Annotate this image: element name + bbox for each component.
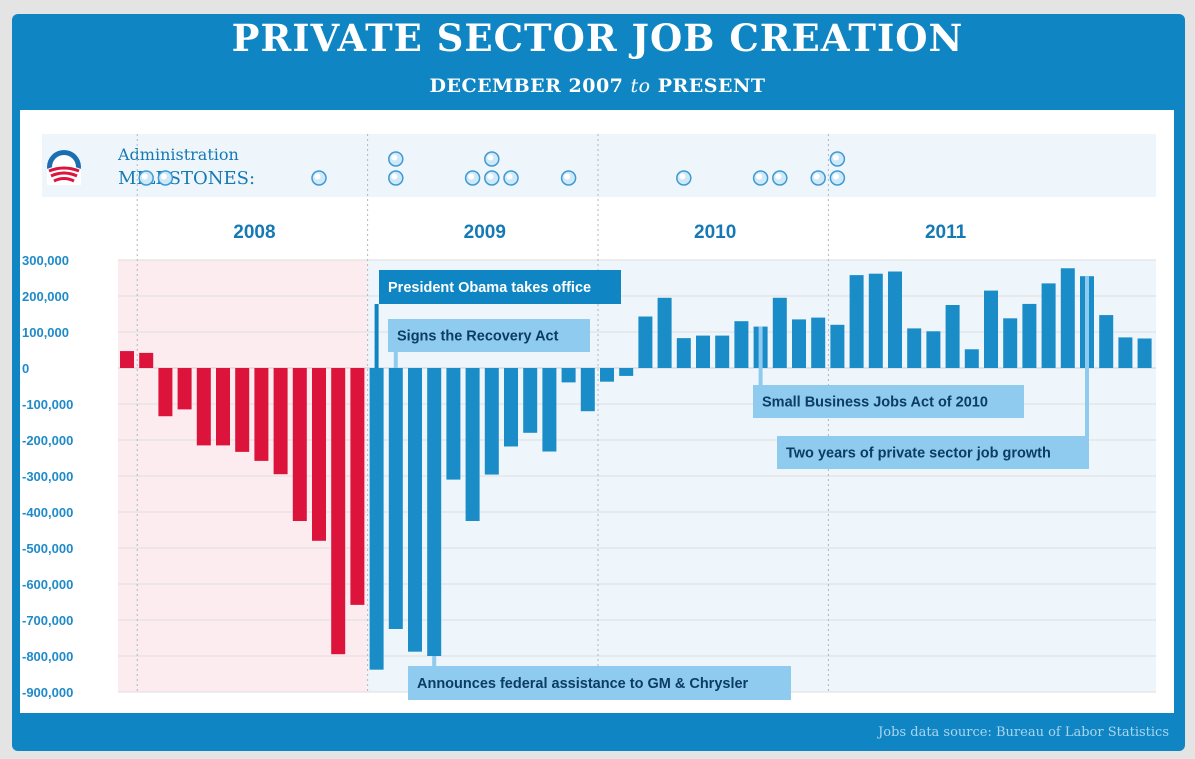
bar-2008-12 xyxy=(350,368,365,605)
bar-2008-01 xyxy=(139,352,154,368)
bar-2009-01 xyxy=(369,368,384,670)
annotation-box xyxy=(379,270,621,304)
bar-2010-10 xyxy=(772,297,787,368)
bar-2008-02 xyxy=(158,368,173,417)
bar-2010-05 xyxy=(676,338,691,368)
subtitle-mid: to xyxy=(630,75,651,97)
bar-2011-03 xyxy=(868,273,883,368)
bar-2010-02 xyxy=(619,368,634,376)
annotation-leader xyxy=(432,656,437,666)
chart-subtitle: DECEMBER 2007 to PRESENT xyxy=(0,75,1195,97)
y-tick-label: 0 xyxy=(22,361,29,376)
bar-chart: AdministrationMILESTONES:300,000200,0001… xyxy=(22,134,1157,700)
y-tick-label: -800,000 xyxy=(22,649,73,664)
bar-2011-12 xyxy=(1041,283,1056,368)
milestones-band xyxy=(42,134,1156,197)
annotation-box xyxy=(753,385,1024,418)
y-tick-label: -600,000 xyxy=(22,577,73,592)
bar-2009-06 xyxy=(465,368,480,521)
annotation-leader xyxy=(374,304,379,368)
bar-2012-04 xyxy=(1118,337,1133,368)
annotation-leader xyxy=(393,352,398,368)
bar-2011-10 xyxy=(1003,318,1018,368)
bar-2010-03 xyxy=(638,316,653,368)
bar-2010-08 xyxy=(734,321,749,368)
bar-2009-04 xyxy=(427,368,442,656)
bar-2010-04 xyxy=(657,297,672,368)
bar-2008-03 xyxy=(177,368,192,410)
y-tick-label: -400,000 xyxy=(22,505,73,520)
year-label: 2009 xyxy=(464,222,506,243)
subtitle-start: DECEMBER 2007 xyxy=(429,75,624,97)
bar-2011-09 xyxy=(984,290,998,368)
annotation-label: Small Business Jobs Act of 2010 xyxy=(762,395,988,411)
bar-2010-12 xyxy=(811,317,826,368)
bar-2008-09 xyxy=(292,368,307,521)
bar-2011-11 xyxy=(1022,303,1037,368)
annotation-label: Signs the Recovery Act xyxy=(397,329,559,345)
bar-2009-07 xyxy=(484,368,499,475)
annotation-box xyxy=(408,666,791,700)
bar-2011-04 xyxy=(888,271,902,368)
bar-2008-11 xyxy=(331,368,346,655)
bar-2011-01 xyxy=(830,324,845,368)
bar-2009-11 xyxy=(561,368,576,383)
bar-2009-02 xyxy=(388,368,403,629)
bar-2009-03 xyxy=(408,368,422,652)
y-tick-label: 300,000 xyxy=(22,253,69,268)
bar-2009-08 xyxy=(504,368,518,447)
y-tick-label: -700,000 xyxy=(22,613,73,628)
annotation-leader xyxy=(758,326,763,385)
bar-2009-10 xyxy=(542,368,557,452)
bar-2009-09 xyxy=(523,368,538,433)
y-tick-label: -900,000 xyxy=(22,685,73,700)
bar-2008-07 xyxy=(254,368,269,461)
bar-2009-05 xyxy=(446,368,461,480)
y-tick-label: -300,000 xyxy=(22,469,73,484)
bar-2011-02 xyxy=(849,275,864,368)
bar-2012-03 xyxy=(1099,315,1114,368)
annotation-box xyxy=(777,436,1089,469)
annotation-box xyxy=(388,319,590,352)
year-label: 2011 xyxy=(925,222,967,243)
bar-2008-04 xyxy=(196,368,211,446)
data-source-note: Jobs data source: Bureau of Labor Statis… xyxy=(878,725,1169,740)
bar-2011-06 xyxy=(926,331,941,368)
campaign-logo-icon xyxy=(47,150,81,185)
chart-title: PRIVATE SECTOR JOB CREATION xyxy=(231,16,964,60)
bar-2010-01 xyxy=(600,368,614,382)
milestones-label-line1: Administration xyxy=(117,145,239,164)
y-tick-label: 200,000 xyxy=(22,289,69,304)
bar-2010-11 xyxy=(792,319,806,368)
year-label: 2010 xyxy=(694,222,736,243)
bar-2007-12 xyxy=(120,351,134,368)
annotation-label: Announces federal assistance to GM & Chr… xyxy=(417,676,749,692)
bar-2008-05 xyxy=(216,368,230,446)
annotation-leader xyxy=(1085,276,1089,436)
bar-2010-06 xyxy=(696,335,710,368)
bar-2011-05 xyxy=(907,328,922,368)
chart-panel: Administration MILESTONES: 300,000 200,000 1… xyxy=(20,110,1174,713)
annotation-label: Two years of private sector job growth xyxy=(786,446,1051,462)
bar-2008-10 xyxy=(312,368,326,541)
bar-2010-07 xyxy=(715,335,730,368)
bar-2012-05 xyxy=(1137,338,1152,368)
bar-2009-12 xyxy=(580,368,595,412)
subtitle-end: PRESENT xyxy=(657,75,766,97)
y-tick-label: -100,000 xyxy=(22,397,73,412)
bar-2011-08 xyxy=(964,349,979,368)
y-tick-label: 100,000 xyxy=(22,325,69,340)
y-tick-label: -500,000 xyxy=(22,541,73,556)
bar-2011-07 xyxy=(945,305,960,368)
bar-2012-01 xyxy=(1060,268,1075,368)
bar-2008-08 xyxy=(273,368,288,475)
annotation-label: President Obama takes office xyxy=(388,280,591,296)
year-label: 2008 xyxy=(233,222,275,243)
bar-2008-06 xyxy=(235,368,250,452)
y-tick-label: -200,000 xyxy=(22,433,73,448)
